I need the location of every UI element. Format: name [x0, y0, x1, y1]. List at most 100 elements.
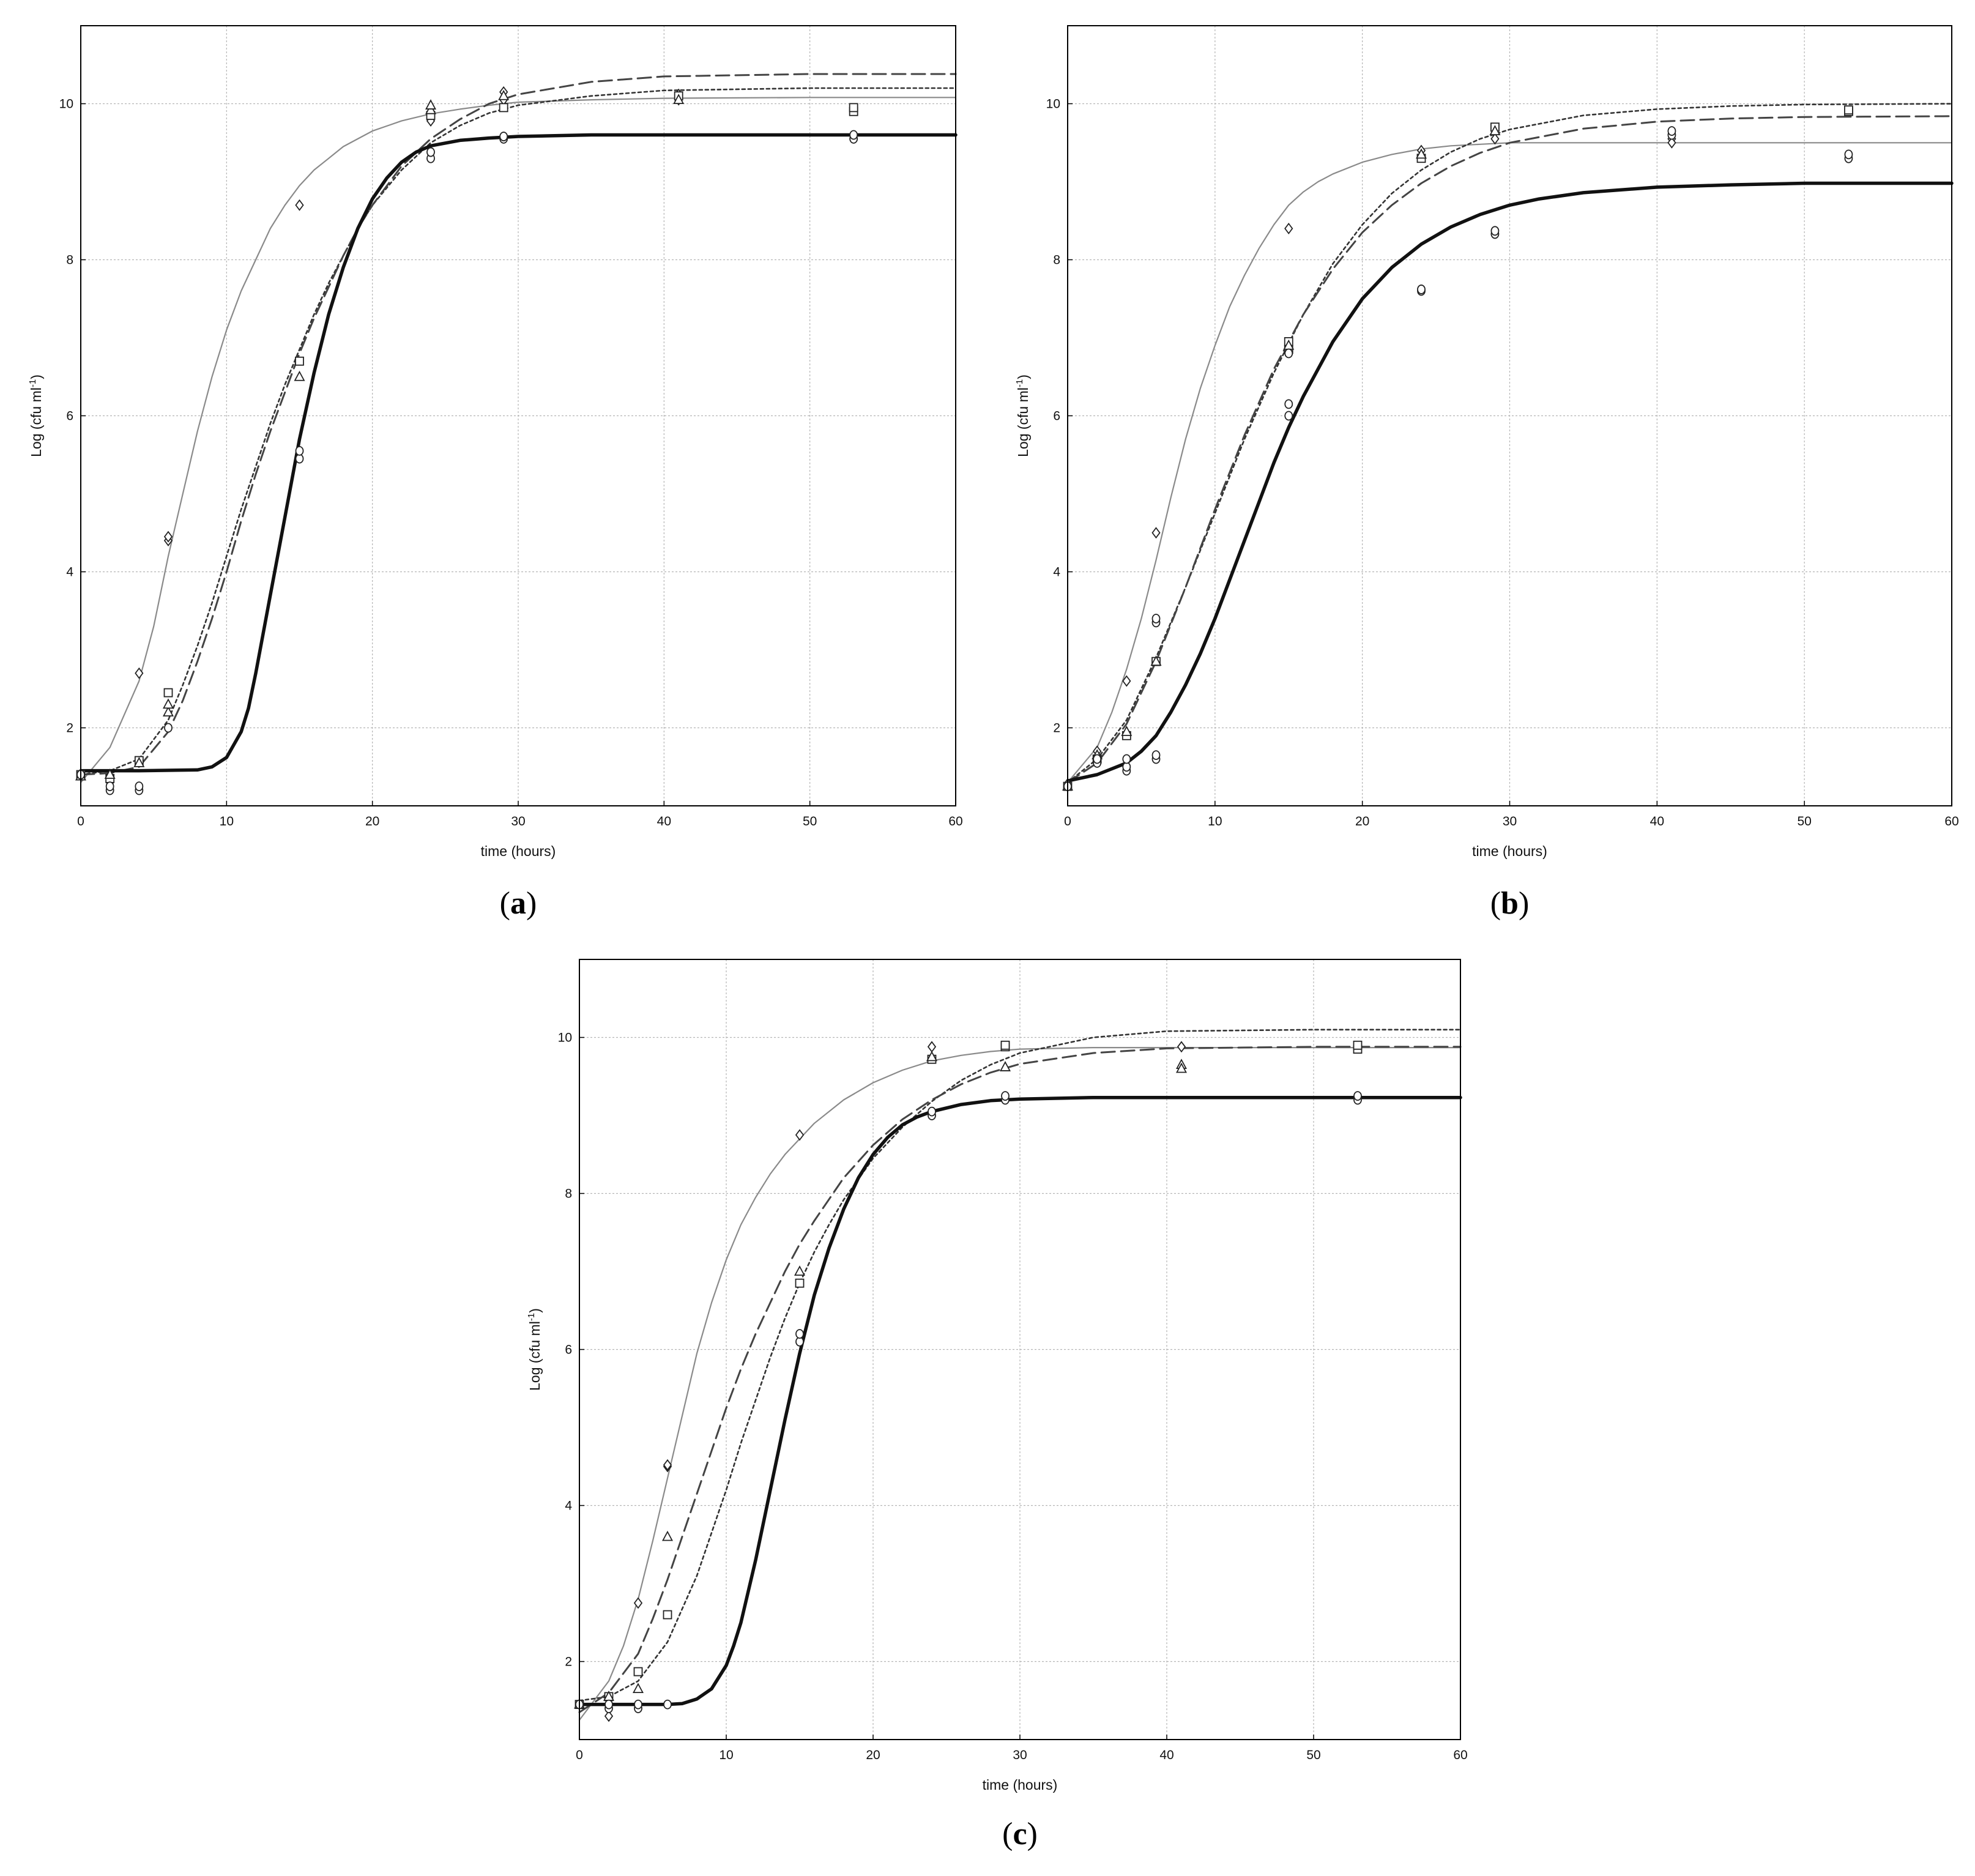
ticks-b: 0 10 20 30 40 50 60 2 4 6 8 10 — [1046, 97, 1959, 829]
x-axis-label-b: time (hours) — [1472, 843, 1547, 859]
data-point-c-diamond-5 — [795, 1129, 805, 1141]
panel-label-open-c: ( — [1002, 1817, 1013, 1852]
x-axis-label-a: time (hours) — [481, 843, 556, 859]
data-point-c-triangle-2 — [632, 1683, 644, 1694]
x-tick-label-a-4: 40 — [657, 814, 671, 828]
y-tick-label-a-3: 8 — [66, 253, 73, 267]
data-point-b-circle-5 — [1122, 754, 1131, 764]
plot-frame-a — [80, 25, 956, 806]
data-point-c-circle-7 — [795, 1329, 804, 1339]
data-point-c-triangle-8 — [1175, 1062, 1188, 1073]
data-point-a-circle-2 — [105, 781, 114, 792]
panel-label-letter-c: c — [1013, 1817, 1027, 1852]
points-b — [1062, 105, 1853, 792]
fit-curve-b-dashed — [1066, 115, 1953, 784]
data-point-c-triangle-5 — [926, 1051, 938, 1062]
panel-label-open-b: ( — [1490, 886, 1501, 921]
y-tick-label-a-1: 4 — [66, 565, 73, 579]
data-point-b-diamond-4 — [1284, 223, 1293, 234]
panel-label-close-b: ) — [1519, 886, 1529, 921]
data-point-a-circle-9 — [426, 147, 435, 157]
grid-a — [81, 26, 956, 806]
y-tick-label-b-0: 2 — [1053, 721, 1060, 735]
data-point-c-circle-5 — [663, 1699, 672, 1710]
points-a — [75, 86, 858, 795]
data-point-a-square-9 — [849, 103, 858, 113]
data-point-c-square-2 — [633, 1667, 643, 1677]
y-tick-label-c-4: 10 — [558, 1031, 572, 1045]
data-point-a-circle-7 — [295, 445, 304, 456]
y-axis-label-sup-b: -1 — [1014, 379, 1025, 387]
panel-label-c: (c) — [1002, 1817, 1038, 1852]
chart-panel-a: 0 10 20 30 40 50 60 2 4 6 8 10 time (hours) Log (cf… — [28, 25, 963, 921]
y-axis-label-main-c: Log (cfu ml — [527, 1321, 543, 1391]
fit-curve-a-dotted — [80, 87, 957, 776]
data-point-a-diamond-4 — [163, 530, 173, 543]
x-tick-label-c-2: 20 — [866, 1748, 880, 1762]
data-point-c-circle-4 — [634, 1699, 642, 1710]
y-tick-label-c-0: 2 — [565, 1655, 572, 1669]
data-point-c-diamond-2 — [633, 1597, 643, 1609]
data-point-b-triangle-2 — [1121, 725, 1133, 736]
plot-frame-c — [579, 959, 1461, 1740]
y-tick-label-b-2: 6 — [1053, 409, 1060, 423]
data-point-b-circle-20 — [1844, 149, 1853, 160]
grid-b — [1068, 26, 1952, 806]
data-point-a-square-3 — [163, 688, 173, 698]
x-tick-label-b-5: 50 — [1797, 814, 1811, 828]
y-axis-label-c: Log (cfu ml-1) — [526, 1308, 543, 1391]
data-point-c-square-7 — [1000, 1040, 1010, 1050]
data-point-b-square-9 — [1844, 105, 1853, 115]
x-tick-label-a-2: 20 — [365, 814, 379, 828]
data-point-c-square-3 — [663, 1610, 672, 1620]
data-point-b-circle-16 — [1490, 226, 1500, 236]
fit-curve-c-thin-solid — [578, 1047, 1462, 1721]
data-point-a-triangle-5 — [294, 370, 305, 381]
fit-curve-c-dotted — [578, 1029, 1462, 1702]
data-point-c-triangle-6 — [999, 1061, 1011, 1071]
data-point-c-diamond-7 — [1177, 1041, 1186, 1053]
y-tick-label-c-1: 4 — [565, 1499, 572, 1513]
fit-curve-b-dotted — [1066, 103, 1953, 784]
y-axis-label-end-a: ) — [28, 374, 44, 379]
y-tick-label-a-0: 2 — [66, 721, 73, 735]
data-point-a-square-6 — [499, 103, 508, 113]
data-point-a-triangle-4 — [162, 698, 174, 709]
data-point-b-circle-2 — [1093, 754, 1102, 764]
data-point-c-square-4 — [795, 1278, 805, 1288]
data-point-a-triangle-8 — [498, 89, 510, 100]
x-tick-label-b-0: 0 — [1064, 814, 1071, 828]
ticks-c: 0 10 20 30 40 50 60 2 4 6 8 10 — [558, 1031, 1468, 1763]
y-axis-label-sup-c: -1 — [526, 1313, 537, 1321]
data-point-c-diamond-1 — [604, 1710, 614, 1722]
fit-curve-c-dashed — [578, 1046, 1462, 1713]
x-tick-label-c-6: 60 — [1453, 1748, 1467, 1762]
y-axis-label-sup-a: -1 — [28, 379, 38, 387]
chart-panel-c: 0 10 20 30 40 50 60 2 4 6 8 10 time (hours) Log (cf… — [526, 959, 1468, 1852]
y-axis-label-b: Log (cfu ml-1) — [1014, 374, 1031, 457]
y-tick-label-b-1: 4 — [1053, 565, 1060, 579]
x-tick-label-a-5: 50 — [803, 814, 817, 828]
curves-b — [1066, 103, 1954, 784]
y-axis-label-main-b: Log (cfu ml — [1015, 387, 1031, 457]
y-tick-label-a-4: 10 — [59, 97, 73, 111]
data-point-a-triangle-2 — [133, 756, 145, 767]
panel-label-open-a: ( — [500, 886, 510, 921]
data-point-c-square-9 — [1353, 1040, 1363, 1050]
data-point-b-circle-18 — [1667, 126, 1676, 136]
fit-curve-b-thick-solid — [1066, 181, 1954, 783]
data-point-a-triangle-7 — [425, 99, 437, 110]
y-axis-label-main-a: Log (cfu ml — [28, 387, 44, 457]
x-tick-label-c-3: 30 — [1013, 1748, 1027, 1762]
panel-label-close-a: ) — [526, 886, 537, 921]
points-c — [573, 1040, 1363, 1722]
panel-label-letter-b: b — [1501, 886, 1519, 921]
data-point-a-triangle-3 — [162, 706, 174, 717]
y-tick-label-c-2: 6 — [565, 1343, 572, 1357]
data-point-a-circle-4 — [135, 781, 144, 792]
y-tick-label-a-2: 6 — [66, 409, 73, 423]
data-point-b-diamond-8 — [1667, 136, 1676, 149]
data-point-a-square-4 — [295, 356, 304, 366]
